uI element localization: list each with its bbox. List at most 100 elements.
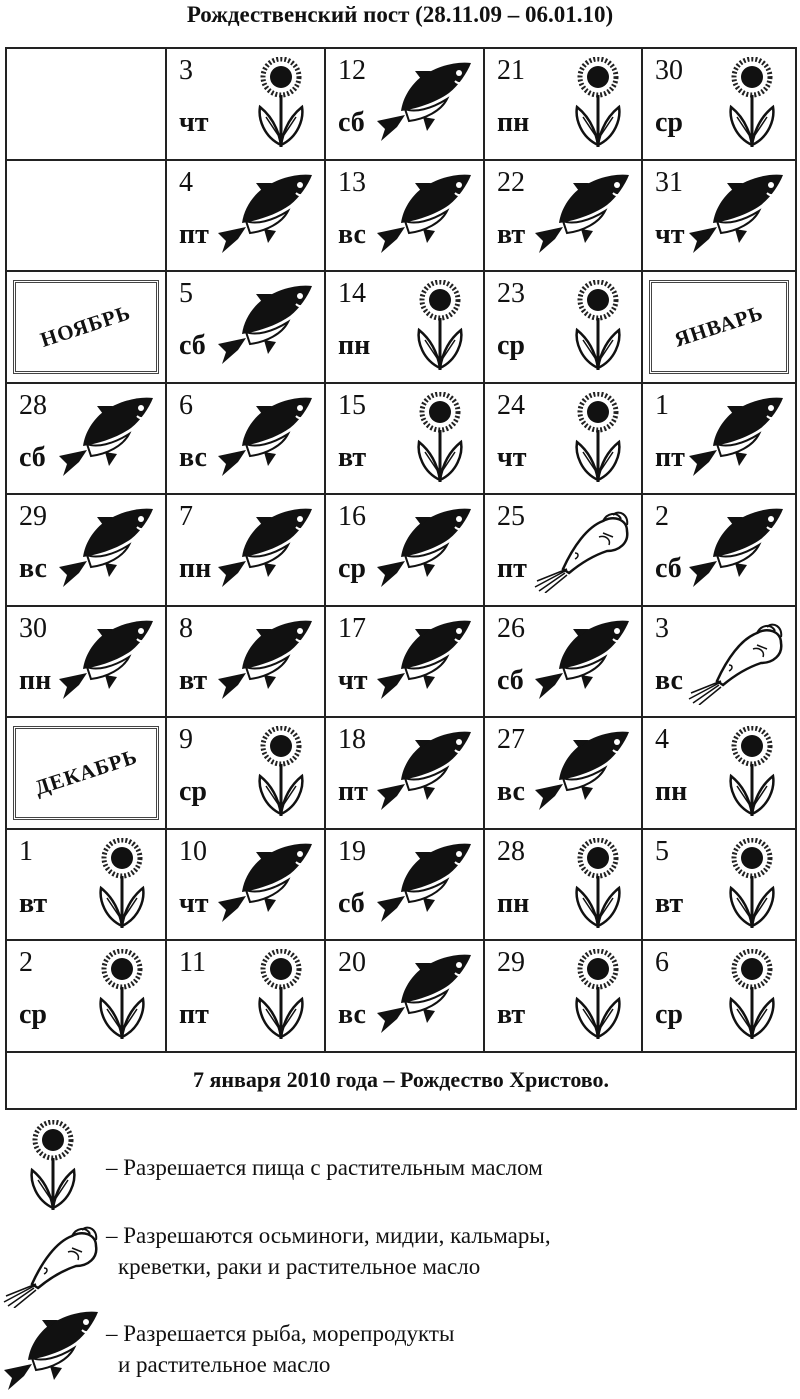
day-number: 24 [497, 389, 525, 421]
weekday: ср [179, 776, 207, 807]
flower-icon [727, 726, 777, 818]
weekday: пт [497, 553, 527, 584]
weekday: пт [338, 776, 368, 807]
month-label-frame: НОЯБРЬ [13, 280, 159, 374]
month-label: НОЯБРЬ [37, 300, 134, 353]
month-label: ЯНВАРЬ [671, 300, 767, 352]
day-cell: 26 сб [485, 606, 643, 716]
fish-icon [57, 505, 157, 589]
weekday: ср [655, 107, 683, 138]
day-cell: 4 пт [167, 160, 326, 270]
day-number: 9 [179, 724, 193, 755]
weekday: ср [338, 553, 366, 584]
flower-icon [256, 57, 306, 149]
day-number: 14 [338, 278, 366, 309]
month-label-cell: ДЕКАБРЬ [7, 718, 167, 828]
day-cell: 21 пн [485, 49, 643, 159]
fish-icon [375, 728, 475, 812]
weekday: вт [655, 887, 684, 919]
weekday: чт [497, 441, 527, 473]
fish-icon [533, 171, 633, 255]
weekday: сб [497, 664, 524, 696]
day-cell: 28 пн [485, 829, 643, 939]
day-number: 28 [497, 835, 525, 867]
fish-icon [2, 1308, 102, 1392]
day-number: 30 [655, 55, 683, 86]
fish-icon [57, 617, 157, 701]
calendar-row: 1 вт 10 чт 19 сб 28 пн 5 вт [7, 829, 795, 941]
flower-icon [573, 57, 623, 149]
day-cell: 15 вт [326, 383, 485, 493]
fish-icon [533, 728, 633, 812]
day-cell: 2 ср [7, 941, 167, 1051]
day-cell: 7 пн [167, 495, 326, 605]
weekday: сб [338, 107, 365, 138]
day-number: 11 [179, 947, 206, 978]
day-cell: 5 сб [167, 272, 326, 382]
weekday: пн [497, 107, 530, 138]
shrimp-icon [687, 619, 785, 705]
month-label-cell: ЯНВАРЬ [643, 272, 795, 382]
day-cell: 3 чт [167, 49, 326, 159]
weekday: вс [338, 218, 366, 250]
fish-icon [375, 171, 475, 255]
calendar-row: НОЯБРЬ 5 сб 14 пн 23 ср ЯНВАРЬ [7, 272, 795, 384]
day-number: 20 [338, 947, 366, 978]
calendar-row: 2 ср 11 пт 20 вс 29 вт 6 ср [7, 941, 795, 1053]
weekday: чт [338, 664, 368, 696]
flower-icon [97, 838, 147, 930]
day-cell: 6 ср [643, 941, 795, 1051]
flower-icon [573, 280, 623, 372]
flower-icon [727, 57, 777, 149]
fish-icon [533, 617, 633, 701]
flower-icon [256, 949, 306, 1041]
weekday: пн [179, 553, 212, 584]
day-number: 29 [19, 501, 47, 532]
fish-icon [375, 840, 475, 924]
weekday: ср [19, 999, 47, 1030]
day-cell: 25 пт [485, 495, 643, 605]
flower-icon [28, 1120, 78, 1212]
day-number: 7 [179, 501, 193, 532]
weekday: ср [497, 330, 525, 361]
calendar-row: 29 вс 7 пн 16 ср 25 пт 2 сб [7, 495, 795, 607]
weekday: вс [19, 553, 47, 584]
day-number: 12 [338, 55, 366, 86]
weekday: сб [338, 887, 365, 919]
fish-icon [216, 617, 316, 701]
day-number: 6 [179, 389, 193, 421]
calendar-row: ДЕКАБРЬ 9 ср 18 пт 27 вс 4 пн [7, 718, 795, 830]
day-number: 13 [338, 166, 366, 198]
shrimp-icon [533, 507, 631, 593]
fasting-calendar: 3 чт 12 сб 21 пн 30 ср 4 пт 13 вс 22 вт 31 чт НОЯБРЬ 5 сб 1… [5, 47, 797, 1110]
day-cell: 9 ср [167, 718, 326, 828]
day-number: 2 [655, 501, 669, 532]
day-cell: 3 вс [643, 607, 795, 717]
day-number: 6 [655, 947, 669, 978]
weekday: пн [497, 887, 530, 919]
month-label-frame: ДЕКАБРЬ [13, 726, 159, 820]
weekday: сб [19, 441, 46, 473]
day-number: 5 [655, 835, 669, 867]
weekday: вс [338, 999, 366, 1030]
legend-text-continued: креветки, раки и растительное масло [118, 1254, 481, 1279]
day-cell: 1 пт [643, 384, 795, 494]
day-number: 3 [179, 55, 193, 86]
flower-icon [573, 392, 623, 484]
flower-icon [573, 838, 623, 930]
day-number: 17 [338, 612, 366, 644]
day-cell: 22 вт [485, 160, 643, 270]
day-cell: 31 чт [643, 161, 795, 271]
day-cell: 24 чт [485, 383, 643, 493]
weekday: вт [497, 999, 526, 1030]
day-cell: 11 пт [167, 941, 326, 1051]
day-number: 5 [179, 278, 193, 309]
fish-icon [216, 282, 316, 366]
fish-icon [375, 617, 475, 701]
day-number: 26 [497, 612, 525, 644]
weekday: вт [338, 441, 367, 473]
day-number: 2 [19, 947, 33, 978]
fish-icon [687, 505, 787, 589]
day-cell: 2 сб [643, 495, 795, 605]
day-cell: 30 ср [643, 49, 795, 159]
